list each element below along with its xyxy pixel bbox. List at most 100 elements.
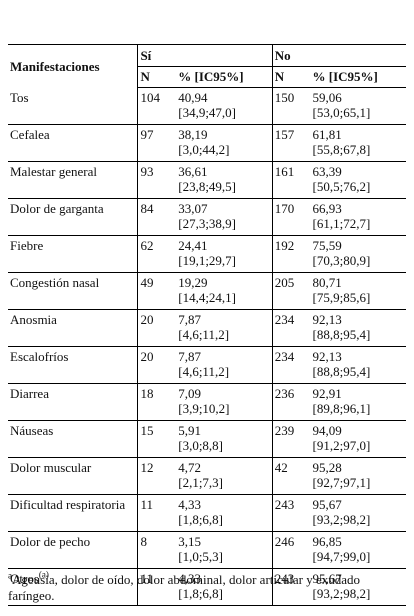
count-cell: 84 xyxy=(137,198,177,236)
percent-value: 61,81 xyxy=(312,127,342,142)
percent-value: 95,67 xyxy=(312,497,342,512)
table-row: Náuseas 15 5,91 [3,0;8,8] 239 94,09 [91,2;97,0… xyxy=(8,420,406,458)
percent-value: 7,87 xyxy=(178,349,201,364)
row-label: Otros(a) xyxy=(8,568,138,606)
row-label-text: Dolor muscular xyxy=(10,460,92,475)
confidence-interval: [61,1;72,7] xyxy=(312,216,371,231)
percent-value: 63,39 xyxy=(312,164,342,179)
percent-cell: 66,93 [61,1;72,7] xyxy=(310,198,406,236)
row-label-text: Cefalea xyxy=(10,127,50,142)
confidence-interval: [88,8;95,4] xyxy=(312,327,371,342)
count-cell: 234 xyxy=(271,346,311,384)
percent-cell: 5,91 [3,0;8,8] xyxy=(176,420,273,458)
percent-cell: 40,94 [34,9;47,0] xyxy=(176,87,273,125)
percent-value: 66,93 xyxy=(312,201,342,216)
percent-value: 3,15 xyxy=(178,534,201,549)
row-label-text: Diarrea xyxy=(10,386,49,401)
count-cell: 150 xyxy=(271,87,311,125)
confidence-interval: [4,6;11,2] xyxy=(178,364,230,379)
percent-cell: 80,71 [75,9;85,6] xyxy=(310,272,406,310)
row-label-text: Congestión nasal xyxy=(10,275,100,290)
subheader-cell: N xyxy=(271,66,311,88)
percent-cell: 75,59 [70,3;80,9] xyxy=(310,235,406,273)
table-row: Escalofríos 20 7,87 [4,6;11,2] 234 92,13 [88,8… xyxy=(8,346,406,384)
percent-cell: 92,13 [88,8;95,4] xyxy=(310,309,406,347)
table-row: Malestar general 93 36,61 [23,8;49,5] 161 63,… xyxy=(8,161,406,199)
confidence-interval: [3,9;10,2] xyxy=(178,401,230,416)
percent-cell: 61,81 [55,8;67,8] xyxy=(310,124,406,162)
row-label: Tos xyxy=(8,87,138,125)
percent-value: 95,67 xyxy=(312,571,342,586)
row-label-text: Otros xyxy=(10,571,39,586)
percent-value: 33,07 xyxy=(178,201,208,216)
confidence-interval: [3,0;8,8] xyxy=(178,438,224,453)
confidence-interval: [75,9;85,6] xyxy=(312,290,371,305)
confidence-interval: [53,0;65,1] xyxy=(312,105,371,120)
header-cell: Manifestaciones xyxy=(8,44,138,88)
table-row: Dolor de pecho 8 3,15 [1,0;5,3] 246 96,85 [94,… xyxy=(8,531,406,569)
confidence-interval: [94,7;99,0] xyxy=(312,549,371,564)
confidence-interval: [4,6;11,2] xyxy=(178,327,230,342)
percent-value: 7,87 xyxy=(178,312,201,327)
footnote: aAgeusia, dolor de oído, dolor abdominal… xyxy=(8,571,406,604)
confidence-interval: [91,2;97,0] xyxy=(312,438,371,453)
count-cell: 18 xyxy=(137,383,177,421)
percent-cell: 7,87 [4,6;11,2] xyxy=(176,346,273,384)
group-header: Sí xyxy=(137,44,273,67)
percent-cell: 95,28 [92,7;97,1] xyxy=(310,457,406,495)
confidence-interval: [1,0;5,3] xyxy=(178,549,224,564)
subheader-cell: % [IC95%] xyxy=(310,66,406,88)
percent-cell: 4,72 [2,1;7,3] xyxy=(176,457,273,495)
confidence-interval: [14,4;24,1] xyxy=(178,290,237,305)
table-wrap: Manifestaciones Sí No N % [IC95%] N % [I… xyxy=(8,44,406,606)
count-cell: 243 xyxy=(271,568,311,606)
percent-cell: 95,67 [93,2;98,2] xyxy=(310,568,406,606)
count-cell: 192 xyxy=(271,235,311,273)
confidence-interval: [19,1;29,7] xyxy=(178,253,237,268)
percent-cell: 4,33 [1,8;6,8] xyxy=(176,568,273,606)
row-label-text: Dificultad respiratoria xyxy=(10,497,126,512)
percent-cell: 24,41 [19,1;29,7] xyxy=(176,235,273,273)
confidence-interval: [93,2;98,2] xyxy=(312,586,371,601)
percent-value: 75,59 xyxy=(312,238,342,253)
percent-value: 94,09 xyxy=(312,423,342,438)
table-row: Anosmia 20 7,87 [4,6;11,2] 234 92,13 [88,8;95,… xyxy=(8,309,406,347)
percent-value: 95,28 xyxy=(312,460,342,475)
percent-cell: 36,61 [23,8;49,5] xyxy=(176,161,273,199)
percent-value: 4,33 xyxy=(178,497,201,512)
confidence-interval: [88,8;95,4] xyxy=(312,364,371,379)
confidence-interval: [55,8;67,8] xyxy=(312,142,371,157)
percent-value: 36,61 xyxy=(178,164,208,179)
count-cell: 243 xyxy=(271,494,311,532)
table: Manifestaciones Sí No N % [IC95%] N % [I… xyxy=(8,44,406,606)
table-row: Cefalea 97 38,19 [3,0;44,2] 157 61,81 [55,8;67… xyxy=(8,124,406,162)
percent-value: 5,91 xyxy=(178,423,201,438)
confidence-interval: [70,3;80,9] xyxy=(312,253,371,268)
row-label-text: Escalofríos xyxy=(10,349,69,364)
confidence-interval: [93,2;98,2] xyxy=(312,512,371,527)
percent-value: 40,94 xyxy=(178,90,208,105)
count-cell: 8 xyxy=(137,531,177,569)
count-cell: 236 xyxy=(271,383,311,421)
count-cell: 157 xyxy=(271,124,311,162)
confidence-interval: [92,7;97,1] xyxy=(312,475,371,490)
count-cell: 161 xyxy=(271,161,311,199)
count-cell: 42 xyxy=(271,457,311,495)
percent-cell: 63,39 [50,5;76,2] xyxy=(310,161,406,199)
confidence-interval: [1,8;6,8] xyxy=(178,512,224,527)
row-label: Malestar general xyxy=(8,161,138,199)
percent-value: 92,13 xyxy=(312,349,342,364)
confidence-interval: [89,8;96,1] xyxy=(312,401,371,416)
row-label: Dificultad respiratoria xyxy=(8,494,138,532)
subheader-cell: N xyxy=(137,66,177,88)
row-label: Dolor muscular xyxy=(8,457,138,495)
confidence-interval: [34,9;47,0] xyxy=(178,105,237,120)
subheader-cell: % [IC95%] xyxy=(176,66,273,88)
confidence-interval: [27,3;38,9] xyxy=(178,216,237,231)
row-label-text: Náuseas xyxy=(10,423,54,438)
percent-value: 92,13 xyxy=(312,312,342,327)
count-cell: 246 xyxy=(271,531,311,569)
row-note-marker: (a) xyxy=(38,569,49,580)
row-label: Diarrea xyxy=(8,383,138,421)
